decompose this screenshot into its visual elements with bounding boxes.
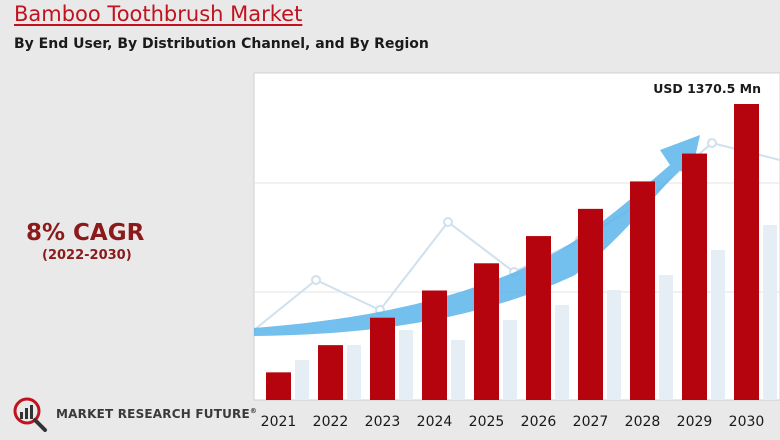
registered-mark: ® bbox=[249, 407, 258, 415]
background-bar bbox=[711, 250, 725, 400]
bar-2025 bbox=[474, 263, 499, 400]
x-tick-label: 2024 bbox=[417, 414, 453, 430]
x-tick-label: 2029 bbox=[677, 414, 713, 430]
background-trend-point bbox=[707, 138, 717, 148]
annotations: USD 1370.5 Mn bbox=[653, 81, 761, 96]
company-name-text: MARKET RESEARCH FUTURE bbox=[56, 407, 250, 421]
x-tick-label: 2021 bbox=[261, 414, 297, 430]
background-bar bbox=[659, 275, 673, 400]
bar-2029 bbox=[682, 153, 707, 400]
background-bar bbox=[451, 340, 465, 400]
bar-2030 bbox=[734, 104, 759, 400]
bar-2028 bbox=[630, 181, 655, 400]
magnifier-chart-icon bbox=[13, 397, 47, 432]
x-tick-label: 2022 bbox=[313, 414, 349, 430]
bar-2021 bbox=[266, 372, 291, 400]
x-tick-label: 2030 bbox=[729, 414, 765, 430]
x-tick-label: 2026 bbox=[521, 414, 557, 430]
company-name: MARKET RESEARCH FUTURE® bbox=[56, 407, 257, 421]
chart-title: Bamboo Toothbrush Market bbox=[14, 2, 303, 26]
background-bar bbox=[347, 345, 361, 400]
background-bar bbox=[503, 320, 517, 400]
background-bar bbox=[399, 330, 413, 400]
bar-2022 bbox=[318, 345, 343, 400]
bar-2023 bbox=[370, 317, 395, 400]
background-trend-point bbox=[311, 275, 321, 285]
cagr-value: 8% CAGR bbox=[26, 220, 145, 246]
background-bar bbox=[607, 290, 621, 400]
tick-labels: 2021 2022 2023 2024 2025 2026 2027 2028 2029 2030 bbox=[261, 414, 765, 430]
background-trend-point bbox=[443, 217, 453, 227]
company-logo: MARKET RESEARCH FUTURE® bbox=[12, 396, 257, 432]
chart-subtitle: By End User, By Distribution Channel, an… bbox=[14, 36, 429, 52]
x-tick-label: 2027 bbox=[573, 414, 609, 430]
bar-2026 bbox=[526, 236, 551, 400]
cagr-period: (2022-2030) bbox=[42, 248, 132, 263]
x-tick-label: 2028 bbox=[625, 414, 661, 430]
bars bbox=[266, 104, 759, 400]
background-bar bbox=[295, 360, 309, 400]
bar-2027 bbox=[578, 208, 603, 400]
x-tick-label: 2025 bbox=[469, 414, 505, 430]
bar-2024 bbox=[422, 290, 447, 400]
background-bar bbox=[763, 225, 777, 400]
x-tick-label: 2023 bbox=[365, 414, 401, 430]
background-bar bbox=[555, 305, 569, 400]
value-annotation: USD 1370.5 Mn bbox=[653, 81, 761, 96]
